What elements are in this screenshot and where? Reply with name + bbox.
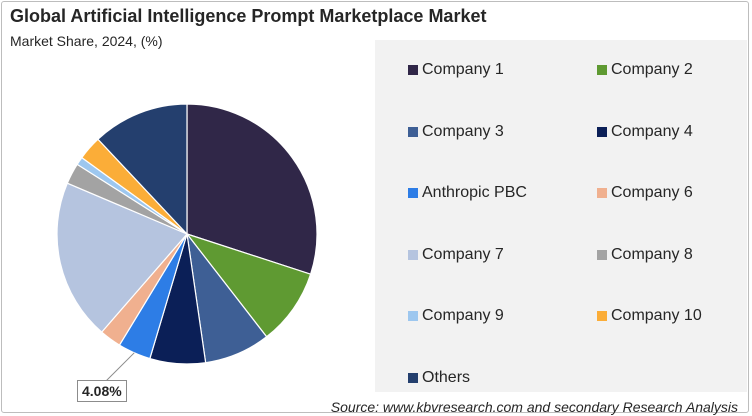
legend-swatch bbox=[597, 188, 607, 199]
legend-swatch bbox=[597, 311, 607, 322]
chart-title: Global Artificial Intelligence Prompt Ma… bbox=[10, 6, 487, 26]
pie-slice-company-2 bbox=[185, 232, 312, 338]
legend-item-company-2: Company 2 bbox=[597, 59, 693, 81]
legend-swatch bbox=[408, 249, 418, 260]
legend-item-company-8: Company 8 bbox=[597, 244, 693, 266]
legend-swatch bbox=[597, 65, 607, 75]
legend-item-company-4: Company 4 bbox=[597, 121, 693, 143]
legend-label: Company 7 bbox=[422, 245, 504, 263]
source-note: Source: www.kbvresearch.com and secondar… bbox=[330, 399, 738, 415]
anthropic-share-callout: 4.08% bbox=[77, 380, 127, 402]
chart-subtitle: Market Share, 2024, (%) bbox=[10, 33, 163, 49]
legend-swatch bbox=[597, 249, 607, 260]
legend-label: Company 4 bbox=[611, 122, 693, 140]
legend-item-anthropic-pbc: Anthropic PBC bbox=[408, 182, 527, 204]
legend-label: Company 3 bbox=[422, 122, 504, 140]
legend-item-company-6: Company 6 bbox=[597, 182, 693, 204]
legend-item-company-3: Company 3 bbox=[408, 121, 504, 143]
legend-label: Anthropic PBC bbox=[422, 184, 527, 202]
legend-label: Company 8 bbox=[611, 245, 693, 263]
legend-item-company-7: Company 7 bbox=[408, 244, 504, 266]
pie-slice-others bbox=[97, 103, 188, 236]
legend-label: Company 9 bbox=[422, 307, 504, 325]
legend-item-company-10: Company 10 bbox=[597, 305, 702, 327]
legend-item-others: Others bbox=[408, 367, 470, 389]
legend-item-company-9: Company 9 bbox=[408, 305, 504, 327]
legend-label: Company 6 bbox=[611, 184, 693, 202]
legend-swatch bbox=[408, 311, 418, 322]
legend-item-company-1: Company 1 bbox=[408, 59, 504, 81]
legend-label: Company 10 bbox=[611, 307, 702, 325]
legend-label: Others bbox=[422, 369, 471, 386]
legend-panel bbox=[375, 40, 747, 392]
legend-swatch bbox=[408, 65, 418, 75]
callout-leader-line bbox=[105, 352, 135, 382]
legend-swatch bbox=[408, 373, 418, 383]
pie-slice-company-1 bbox=[186, 103, 318, 275]
legend-swatch bbox=[408, 188, 418, 199]
legend-swatch bbox=[408, 126, 418, 137]
legend-swatch bbox=[597, 126, 607, 137]
legend-label: Company 1 bbox=[422, 61, 504, 78]
legend-label: Company 2 bbox=[611, 61, 693, 78]
